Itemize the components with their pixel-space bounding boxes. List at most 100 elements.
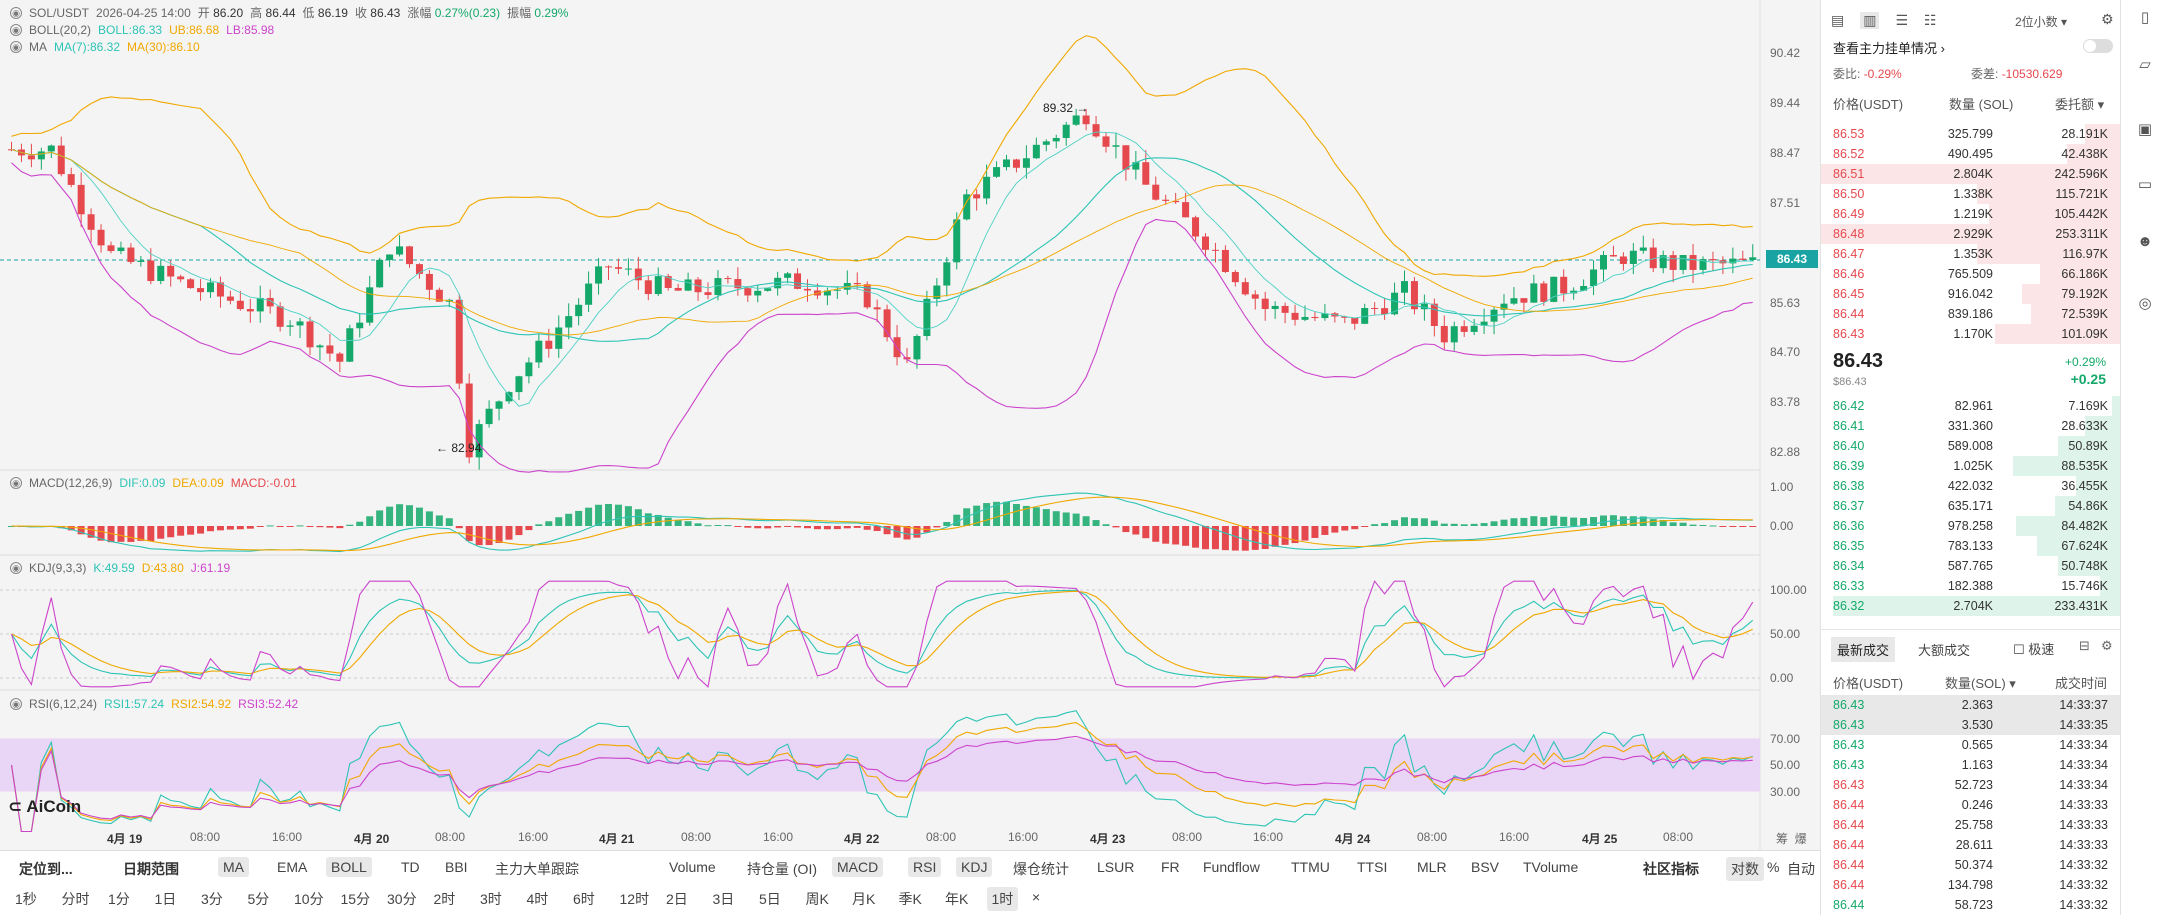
interval-1分[interactable]: 1分 [108, 891, 130, 907]
interval-15分[interactable]: 15分 [340, 891, 371, 907]
toolbar-24[interactable]: % [1767, 859, 1780, 875]
toolbar-2[interactable]: MA [218, 857, 249, 877]
toolbar-12[interactable]: KDJ [956, 857, 993, 877]
filter-icon[interactable]: ⊟ [2079, 638, 2090, 653]
interval-年K[interactable]: 年K [945, 891, 969, 907]
orderbook-row[interactable]: 86.43 1.170K 101.09K [1821, 324, 2121, 344]
orderbook-row[interactable]: 86.38 422.032 36.455K [1821, 476, 2121, 496]
kdj-legend[interactable]: ◉ KDJ(9,3,3) K:49.59 D:43.80 J:61.19 [10, 561, 230, 575]
interval-3日[interactable]: 3日 [712, 891, 735, 907]
orderbook-row[interactable]: 86.53 325.799 28.191K [1821, 124, 2121, 144]
toolbar-18[interactable]: TTSI [1357, 859, 1388, 875]
rsi-legend[interactable]: ◉ RSI(6,12,24) RSI1:57.24 RSI2:54.92 RSI… [10, 697, 298, 711]
boll-legend[interactable]: ◉ BOLL(20,2) BOLL:86.33 UB:86.68 LB:85.9… [10, 23, 274, 37]
fast-checkbox[interactable]: ☐ 极速 [2013, 642, 2055, 657]
settings-icon[interactable]: ⚙ [2101, 11, 2114, 27]
orderbook-row[interactable]: 86.42 82.961 7.169K [1821, 396, 2121, 416]
interval-5日[interactable]: 5日 [759, 891, 781, 907]
split-view-icon[interactable]: ▥ [1860, 12, 1880, 29]
toolbar-15[interactable]: FR [1161, 859, 1180, 875]
eye-icon[interactable]: ◉ [10, 477, 22, 489]
interval-2日[interactable]: 2日 [666, 891, 688, 907]
orderbook-row[interactable]: 86.46 765.509 66.186K [1821, 264, 2121, 284]
eye-icon[interactable]: ◉ [10, 562, 22, 574]
orderbook-row[interactable]: 86.52 490.495 42.438K [1821, 144, 2121, 164]
orderbook-row[interactable]: 86.32 2.704K 233.431K [1821, 596, 2121, 616]
bid-view-icon[interactable]: ☰ [1895, 12, 1909, 28]
interval-分时[interactable]: 分时 [61, 891, 90, 907]
orderbook-row[interactable]: 86.49 1.219K 105.442K [1821, 204, 2121, 224]
precision-select[interactable]: 2位小数 ▾ [2015, 15, 2068, 29]
close-icon[interactable]: × [1032, 889, 1041, 905]
candlestick-chart[interactable] [0, 0, 1820, 850]
toolbar-6[interactable]: BBI [445, 859, 468, 875]
toolbar-10[interactable]: MACD [832, 857, 884, 877]
chart-icon[interactable]: ▱ [2139, 56, 2151, 73]
interval-12时[interactable]: 12时 [619, 891, 650, 907]
toolbar-5[interactable]: TD [401, 859, 420, 875]
orderbook-row[interactable]: 86.33 182.388 15.746K [1821, 576, 2121, 596]
signal-icon[interactable]: ◎ [2138, 295, 2152, 312]
interval-季K[interactable]: 季K [898, 891, 922, 907]
card-icon[interactable]: ▭ [2137, 176, 2153, 193]
toolbar-8[interactable]: Volume [669, 859, 716, 875]
toolbar-14[interactable]: LSUR [1097, 859, 1135, 875]
macd-legend[interactable]: ◉ MACD(12,26,9) DIF:0.09 DEA:0.09 MACD:-… [10, 476, 297, 490]
toolbar-13[interactable]: 爆仓统计 [1013, 861, 1069, 877]
interval-周K[interactable]: 周K [805, 891, 829, 907]
toolbar-16[interactable]: Fundflow [1203, 859, 1260, 875]
orderbook-row[interactable]: 86.39 1.025K 88.535K [1821, 456, 2121, 476]
interval-1时[interactable]: 1时 [986, 887, 1019, 911]
orderbook-row[interactable]: 86.45 916.042 79.192K [1821, 284, 2121, 304]
axis-corner[interactable]: 筹 爆 [1776, 832, 1807, 846]
toolbar-7[interactable]: 主力大单跟踪 [495, 861, 579, 877]
toolbar-0[interactable]: 定位到... [19, 861, 73, 877]
orderbook-row[interactable]: 86.44 839.186 72.539K [1821, 304, 2121, 324]
orderbook-row[interactable]: 86.50 1.338K 115.721K [1821, 184, 2121, 204]
toolbar-19[interactable]: MLR [1417, 859, 1447, 875]
ask-view-icon[interactable]: ☷ [1924, 12, 1937, 28]
orderbook-row[interactable]: 86.34 587.765 50.748K [1821, 556, 2121, 576]
toolbar-21[interactable]: TVolume [1523, 859, 1579, 875]
interval-3时[interactable]: 3时 [480, 891, 502, 907]
tab-latest-trades[interactable]: 最新成交 [1831, 637, 1896, 662]
ma-legend[interactable]: ◉ MA MA(7):86.32 MA(30):86.10 [10, 40, 200, 54]
orderbook-row[interactable]: 86.37 635.171 54.86K [1821, 496, 2121, 516]
toolbar-17[interactable]: TTMU [1291, 859, 1330, 875]
trades-header-qty[interactable]: 数量(SOL) ▾ [1945, 676, 2016, 691]
toolbar-23[interactable]: 对数 [1726, 857, 1764, 881]
eye-icon[interactable]: ◉ [10, 6, 22, 19]
toolbar-4[interactable]: BOLL [326, 857, 372, 877]
interval-2时[interactable]: 2时 [433, 891, 456, 907]
interval-5分[interactable]: 5分 [247, 891, 270, 907]
trades-settings-icon[interactable]: ⚙ [2101, 638, 2113, 653]
eye-icon[interactable]: ◉ [10, 41, 22, 53]
toolbar-3[interactable]: EMA [277, 859, 308, 875]
toolbar-20[interactable]: BSV [1471, 859, 1500, 875]
interval-3分[interactable]: 3分 [201, 891, 223, 907]
wallet-icon[interactable]: ▯ [2140, 9, 2150, 26]
toolbar-9[interactable]: 持仓量 (OI) [747, 861, 817, 877]
ob-header-total[interactable]: 委托额 ▾ [2055, 97, 2105, 112]
main-orders-toggle[interactable] [2083, 39, 2113, 53]
tab-large-trades[interactable]: 大额成交 [1918, 643, 1971, 658]
dashboard-icon[interactable]: ▣ [2137, 121, 2153, 138]
toolbar-11[interactable]: RSI [908, 857, 942, 877]
orderbook-row[interactable]: 86.48 2.929K 253.311K [1821, 224, 2121, 244]
chart-area[interactable]: ◉ SOL/USDT 2026-04-25 14:00 开 86.20 高 86… [0, 0, 1820, 850]
orderbook-row[interactable]: 86.40 589.008 50.89K [1821, 436, 2121, 456]
interval-4时[interactable]: 4时 [526, 891, 549, 907]
orderbook-row[interactable]: 86.36 978.258 84.482K [1821, 516, 2121, 536]
eye-icon[interactable]: ◉ [10, 698, 22, 710]
toolbar-25[interactable]: 自动 [1787, 861, 1815, 877]
interval-6时[interactable]: 6时 [573, 891, 595, 907]
interval-1秒[interactable]: 1秒 [15, 891, 37, 907]
interval-1日[interactable]: 1日 [154, 891, 177, 907]
toolbar-22[interactable]: 社区指标 [1643, 861, 1699, 877]
toolbar-1[interactable]: 日期范围 [123, 861, 179, 877]
interval-30分[interactable]: 30分 [387, 891, 417, 907]
orderbook-row[interactable]: 86.47 1.353K 116.97K [1821, 244, 2121, 264]
orderbook-row[interactable]: 86.51 2.804K 242.596K [1821, 164, 2121, 184]
both-view-icon[interactable]: ▤ [1831, 12, 1845, 28]
orderbook-row[interactable]: 86.41 331.360 28.633K [1821, 416, 2121, 436]
